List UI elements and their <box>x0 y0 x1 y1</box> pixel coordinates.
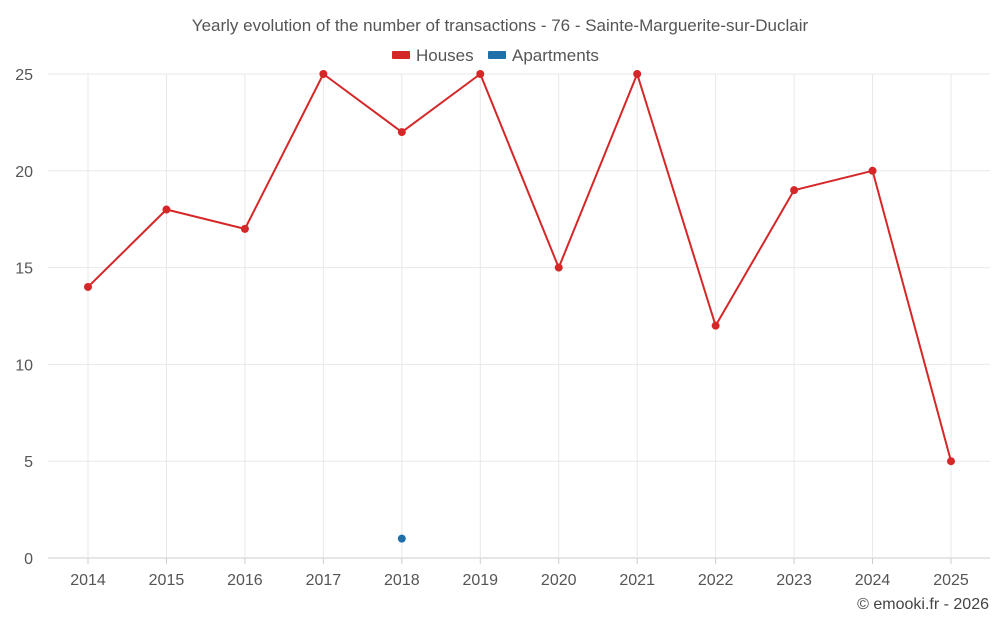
x-tick-label-2014: 2014 <box>70 572 106 589</box>
x-tick-label-2025: 2025 <box>933 572 969 589</box>
legend-label-houses: Houses <box>416 46 474 65</box>
series-apartments <box>397 534 406 543</box>
data-point-houses-2025[interactable] <box>947 457 955 466</box>
x-axis: 2014 2015 2016 2017 2018 2019 2020 2021 2022 2023… <box>70 558 969 589</box>
x-tick-label-2022: 2022 <box>698 572 734 589</box>
data-point-houses-2014[interactable] <box>84 282 92 291</box>
legend-item-houses[interactable]: Houses <box>392 46 474 65</box>
y-axis: 0 5 10 15 20 25 <box>15 67 33 568</box>
legend: Houses Apartments <box>392 46 599 65</box>
x-tick-label-2023: 2023 <box>776 572 812 589</box>
y-tick-label-25: 25 <box>15 67 33 84</box>
y-tick-label-5: 5 <box>24 454 33 471</box>
y-tick-label-20: 20 <box>15 164 33 181</box>
data-point-houses-2018[interactable] <box>397 128 406 137</box>
legend-swatch-apartments <box>488 51 506 59</box>
legend-swatch-houses <box>392 51 410 59</box>
data-point-houses-2017[interactable] <box>319 70 328 78</box>
series-houses <box>84 70 955 466</box>
data-point-houses-2020[interactable] <box>554 263 563 272</box>
series-layer <box>84 70 955 543</box>
data-point-houses-2016[interactable] <box>240 224 249 233</box>
series-line-houses <box>87 73 952 462</box>
data-point-houses-2022[interactable] <box>711 321 720 330</box>
data-point-houses-2019[interactable] <box>476 70 485 78</box>
x-tick-label-2019: 2019 <box>462 572 498 589</box>
x-tick-label-2018: 2018 <box>384 572 420 589</box>
x-tick-label-2021: 2021 <box>619 572 655 589</box>
legend-label-apartments: Apartments <box>512 46 599 65</box>
credit: © emooki.fr - 2026 <box>857 596 989 613</box>
y-tick-label-0: 0 <box>24 551 33 568</box>
grid <box>48 73 990 559</box>
data-point-apartments-2018[interactable] <box>397 534 406 543</box>
legend-item-apartments[interactable]: Apartments <box>488 46 599 65</box>
y-tick-label-15: 15 <box>15 261 33 278</box>
x-tick-label-2020: 2020 <box>541 572 577 589</box>
x-tick-label-2016: 2016 <box>227 572 263 589</box>
data-point-houses-2024[interactable] <box>868 166 877 175</box>
y-tick-label-10: 10 <box>15 357 33 374</box>
data-point-houses-2021[interactable] <box>633 70 642 78</box>
x-tick-label-2015: 2015 <box>149 572 185 589</box>
data-point-houses-2015[interactable] <box>162 205 171 214</box>
chart-title: Yearly evolution of the number of transa… <box>192 16 809 35</box>
x-tick-label-2017: 2017 <box>306 572 342 589</box>
data-point-houses-2023[interactable] <box>790 186 799 195</box>
x-tick-label-2024: 2024 <box>855 572 891 589</box>
